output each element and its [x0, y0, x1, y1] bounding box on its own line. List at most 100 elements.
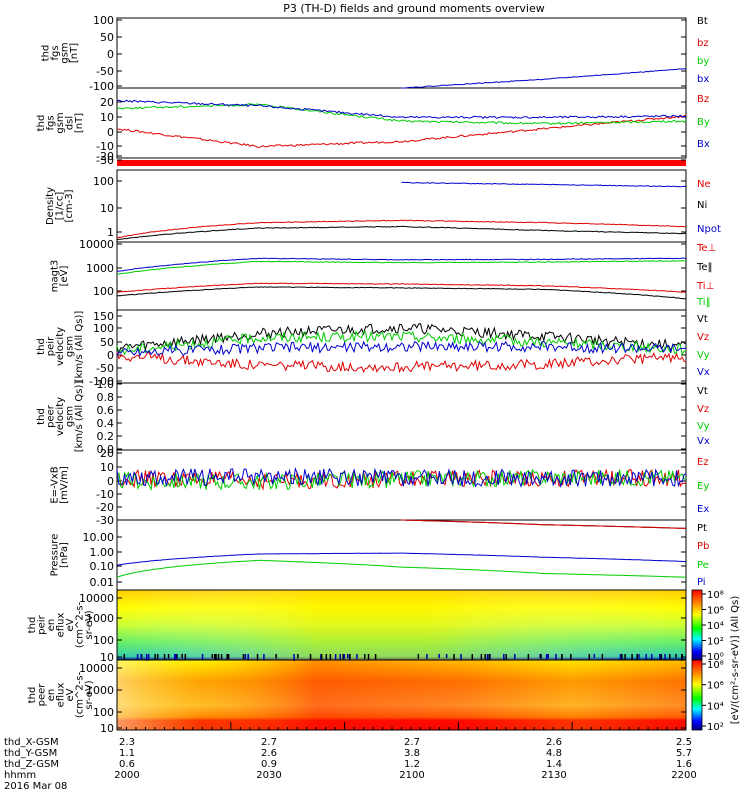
- spectrogram-speckle: [621, 654, 623, 661]
- series-Ex: [116, 466, 687, 489]
- legend-p3-Ni: Ni: [697, 200, 707, 211]
- ytick-label-p6: 0.4: [97, 417, 115, 430]
- spectrogram-speckle: [356, 654, 358, 660]
- legend-p3-Npot: Npot: [697, 224, 721, 235]
- series-Bx: [116, 99, 687, 119]
- ytick-label-p7: 10: [100, 461, 114, 474]
- spectrogram-speckle: [211, 654, 214, 659]
- spectrogram-speckle: [247, 654, 249, 661]
- colorbar: [691, 589, 703, 661]
- legend-p5-Vy: Vy: [697, 350, 710, 361]
- spectrogram-speckle: [480, 654, 483, 660]
- ylabel-p9: (cm^2-s-: [75, 601, 86, 648]
- ylabel-p3: Density: [45, 187, 56, 225]
- spectrogram-speckle: [547, 654, 549, 659]
- series-Ti⊥: [116, 257, 687, 272]
- series-Pb: [401, 519, 686, 529]
- ytick-label-p5: 50: [100, 336, 114, 349]
- series-Bz: [116, 115, 687, 148]
- ytick-label-p5: 0: [107, 349, 114, 362]
- ylabel-p5: thd: [36, 338, 47, 355]
- spectrogram-speckle: [367, 654, 370, 660]
- ytick-label-p2: -10: [96, 140, 114, 153]
- spectrogram-speckle: [309, 654, 312, 660]
- ylabel-p1: [nT]: [69, 43, 80, 63]
- ytick-label-p10: 100: [93, 706, 114, 719]
- ylabel-p5: [km/s (All Qs)]: [74, 311, 85, 383]
- ephemeris-value: 0.6: [119, 759, 135, 770]
- ylabel-p7: E=-VxB: [50, 466, 61, 503]
- spectrogram-speckle: [217, 654, 220, 660]
- legend-p4-Te⊥: Te⊥: [696, 243, 716, 254]
- ephemeris-value: 2130: [541, 770, 566, 781]
- spectrogram-speckle: [174, 654, 176, 660]
- ephemeris-value: 2000: [114, 770, 139, 781]
- panel-frame-p5: [116, 309, 687, 384]
- spectrogram-speckle: [636, 654, 638, 661]
- spectrogram-speckle: [275, 654, 277, 659]
- spectrogram-speckle: [215, 654, 217, 661]
- ylabel-p10: en: [46, 689, 57, 702]
- spectrogram-speckle: [242, 654, 245, 660]
- ephemeris-value: 5.7: [676, 748, 692, 759]
- spectrogram-speckle: [488, 654, 491, 660]
- ephemeris-value: 2030: [256, 770, 281, 781]
- legend-p6-Vt: Vt: [697, 386, 708, 397]
- legend-p4-Ti‖: Ti‖: [696, 297, 711, 308]
- spectrogram-speckle: [619, 654, 622, 660]
- series-Vt: [116, 322, 687, 355]
- ytick-label-p3: 1: [107, 226, 114, 239]
- spectrogram-speckle: [593, 654, 596, 659]
- ylabel-p10: thd: [27, 687, 38, 704]
- colorbar-label: 10²: [707, 637, 724, 648]
- ytick-label-p6: 0.6: [97, 404, 115, 417]
- spectrogram-speckle: [297, 654, 299, 659]
- spectrogram-speckle: [123, 654, 126, 660]
- ytick-label-p6: 0.2: [97, 430, 115, 443]
- ylabel-p6: thd: [36, 408, 47, 425]
- colorbar-label: 10⁴: [707, 621, 724, 632]
- spectrogram-speckle: [453, 654, 455, 660]
- legend-p7-Ey: Ey: [697, 481, 709, 492]
- ylabel-p8: [nPa]: [59, 542, 70, 568]
- ylabel-p10: eflux: [56, 683, 67, 708]
- ytick-label-p6: 0.0: [97, 443, 115, 456]
- ylabel-p5: peir: [46, 336, 57, 356]
- ephemeris-value: 1.6: [676, 759, 692, 770]
- spectrogram-speckle: [570, 654, 572, 661]
- ephemeris-value: 2200: [671, 770, 696, 781]
- ylabel-p9: eV: [65, 618, 76, 631]
- spectrogram-speckle: [136, 654, 139, 661]
- ytick-label-p6: 0.8: [97, 391, 115, 404]
- ylabel-p6: [km/s (All Qs)]: [74, 381, 85, 453]
- ytick-label-p5: -100: [89, 375, 114, 388]
- spectrogram-speckle: [329, 654, 332, 661]
- colorbar-label: 10⁰: [707, 652, 724, 663]
- ylabel-p1: fgs: [50, 45, 61, 60]
- spectrogram-speckle: [263, 654, 265, 661]
- spectrogram-speckle: [175, 654, 177, 660]
- ytick-label-p8: 10.00: [83, 531, 115, 544]
- ytick-label-p8: 1.00: [90, 546, 115, 559]
- ylabel-p3: [cm-3]: [64, 189, 75, 222]
- ephemeris-value: 1.1: [119, 748, 135, 759]
- legend-p6-Vz: Vz: [697, 404, 709, 415]
- legend-p5-Vz: Vz: [697, 332, 709, 343]
- ylabel-p10: peer: [37, 683, 48, 707]
- spectrogram-speckle: [540, 654, 542, 659]
- spectrogram-speckle: [539, 654, 541, 659]
- series-By: [116, 103, 687, 126]
- spectrogram-speckle: [176, 654, 178, 659]
- ylabel-p10: sr-eV): [84, 680, 95, 709]
- ytick-label-p10: 10: [100, 722, 114, 735]
- legend-p2-Bx: Bx: [697, 139, 710, 150]
- legend-p7-Ez: Ez: [697, 457, 709, 468]
- colorbar-label: 10²: [707, 722, 724, 733]
- legend-p8-Pt: Pt: [697, 523, 707, 534]
- ylabel-p6: gsm: [65, 406, 76, 427]
- spectrogram-speckle: [660, 654, 662, 661]
- ytick-label-p1: -100: [89, 80, 114, 93]
- series-Te⊥: [116, 282, 687, 293]
- ylabel-p2: fgs: [46, 115, 57, 130]
- panel-frame-p8: [116, 519, 687, 591]
